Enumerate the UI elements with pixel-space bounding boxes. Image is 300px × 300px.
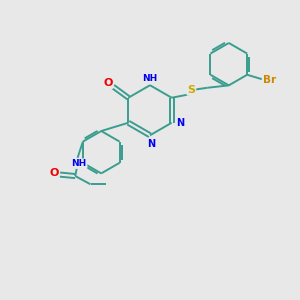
Text: NH: NH [142, 74, 158, 83]
Text: Br: Br [263, 75, 276, 85]
Text: O: O [103, 78, 112, 88]
Text: O: O [49, 168, 59, 178]
Text: N: N [176, 118, 184, 128]
Text: NH: NH [71, 159, 87, 168]
Text: N: N [147, 139, 155, 148]
Text: S: S [188, 85, 195, 95]
